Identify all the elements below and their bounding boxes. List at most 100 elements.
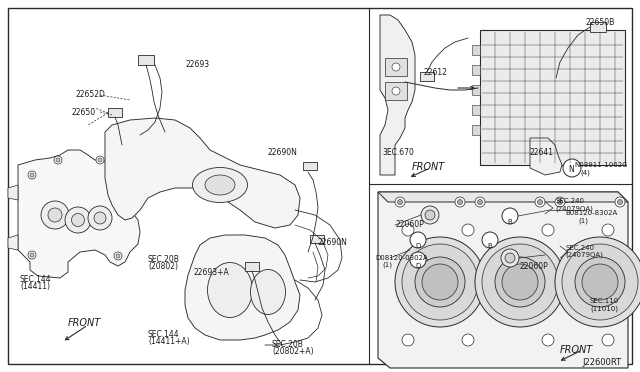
Circle shape (505, 253, 515, 263)
Circle shape (475, 197, 485, 207)
Circle shape (402, 224, 414, 236)
Circle shape (582, 264, 618, 300)
Ellipse shape (250, 269, 285, 314)
Text: FRONT: FRONT (560, 345, 593, 355)
Circle shape (30, 253, 34, 257)
Text: (4): (4) (580, 170, 590, 176)
Bar (310, 235, 324, 243)
Circle shape (30, 173, 34, 177)
Text: (24079QA): (24079QA) (555, 205, 593, 212)
Circle shape (41, 201, 69, 229)
Text: D: D (415, 263, 420, 269)
Circle shape (96, 156, 104, 164)
Ellipse shape (207, 263, 253, 317)
Polygon shape (8, 235, 18, 250)
Polygon shape (378, 192, 628, 368)
Text: B: B (507, 219, 512, 225)
Text: (14411+A): (14411+A) (148, 337, 189, 346)
Circle shape (482, 232, 498, 248)
Circle shape (397, 199, 403, 205)
Polygon shape (380, 15, 415, 175)
Bar (108, 108, 122, 117)
Text: (1): (1) (578, 217, 588, 224)
Polygon shape (378, 192, 628, 202)
Circle shape (392, 87, 400, 95)
Text: N: N (568, 165, 573, 174)
Circle shape (56, 158, 60, 162)
Text: 22641: 22641 (530, 148, 554, 157)
Circle shape (615, 197, 625, 207)
Circle shape (114, 252, 122, 260)
Text: D08120-0302A: D08120-0302A (375, 255, 428, 261)
Bar (472, 85, 480, 95)
Text: 22650: 22650 (72, 108, 96, 117)
Text: N08911-1062G: N08911-1062G (574, 162, 627, 168)
Circle shape (462, 224, 474, 236)
Circle shape (502, 208, 518, 224)
Text: SEC.110: SEC.110 (590, 298, 620, 304)
Circle shape (618, 199, 623, 205)
Bar (385, 58, 407, 76)
Polygon shape (105, 118, 300, 228)
Circle shape (395, 237, 485, 327)
Circle shape (425, 210, 435, 220)
Circle shape (501, 249, 519, 267)
Circle shape (28, 251, 36, 259)
Circle shape (392, 63, 400, 71)
Text: SEC.20B: SEC.20B (272, 340, 304, 349)
Circle shape (422, 264, 458, 300)
Ellipse shape (205, 175, 235, 195)
Text: 22693: 22693 (185, 60, 209, 69)
Text: 22652D: 22652D (75, 90, 105, 99)
Circle shape (114, 174, 122, 182)
Text: (11010): (11010) (590, 305, 618, 311)
Text: SEC.240: SEC.240 (565, 245, 594, 251)
Polygon shape (530, 138, 562, 175)
Text: 22650B: 22650B (586, 18, 615, 27)
Text: (14411): (14411) (20, 282, 50, 291)
Bar (138, 55, 154, 65)
Text: J22600RT: J22600RT (582, 358, 621, 367)
Circle shape (563, 159, 581, 177)
Text: 22612: 22612 (424, 68, 448, 77)
Circle shape (535, 197, 545, 207)
Bar (385, 82, 407, 100)
Text: 3EC.670: 3EC.670 (382, 148, 414, 157)
Circle shape (475, 237, 565, 327)
Circle shape (116, 254, 120, 258)
Text: 22693+A: 22693+A (194, 268, 230, 277)
Circle shape (542, 224, 554, 236)
Text: FRONT: FRONT (68, 318, 101, 328)
Circle shape (562, 244, 638, 320)
Circle shape (542, 334, 554, 346)
Text: SEC.144: SEC.144 (20, 275, 52, 284)
Text: B08120-8302A: B08120-8302A (565, 210, 617, 216)
Circle shape (575, 257, 625, 307)
Circle shape (502, 264, 538, 300)
Circle shape (94, 212, 106, 224)
Circle shape (455, 197, 465, 207)
Polygon shape (8, 185, 18, 200)
Ellipse shape (193, 167, 248, 202)
Circle shape (402, 334, 414, 346)
Circle shape (54, 156, 62, 164)
Text: SEC.20B: SEC.20B (148, 255, 180, 264)
Circle shape (495, 257, 545, 307)
Circle shape (28, 171, 36, 179)
Text: B: B (487, 243, 492, 249)
Circle shape (602, 224, 614, 236)
Text: (20802): (20802) (148, 262, 178, 271)
Text: (20802+A): (20802+A) (272, 347, 314, 356)
Bar (303, 162, 317, 170)
Bar (420, 72, 434, 81)
Bar (472, 125, 480, 135)
Text: 22690N: 22690N (268, 148, 298, 157)
Circle shape (410, 232, 426, 248)
Bar (590, 22, 606, 32)
Bar (472, 45, 480, 55)
Bar (472, 65, 480, 75)
Circle shape (462, 334, 474, 346)
Text: 22060P: 22060P (395, 220, 424, 229)
Circle shape (116, 176, 120, 180)
Circle shape (555, 237, 640, 327)
